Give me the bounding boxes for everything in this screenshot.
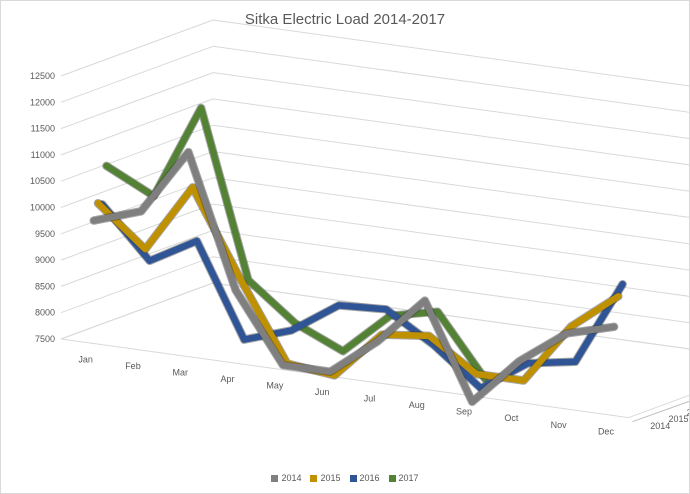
depth-tick-label: 2016	[687, 407, 689, 417]
side-gridline	[60, 98, 214, 156]
series-2017-line	[103, 104, 489, 382]
legend-label: 2016	[359, 473, 380, 483]
x-tick-label: Mar	[173, 367, 189, 377]
side-gridline	[60, 19, 214, 77]
y-tick-label: 8000	[35, 308, 55, 318]
chart-title: Sitka Electric Load 2014-2017	[244, 11, 446, 28]
x-tick-label: Aug	[409, 400, 425, 410]
y-tick-label: 10000	[30, 203, 55, 213]
y-tick-label: 7500	[35, 334, 55, 344]
side-gridline	[60, 151, 214, 208]
x-tick-label: Jul	[364, 394, 376, 404]
legend-swatch	[271, 474, 279, 482]
x-tick-label: Jan	[78, 354, 93, 364]
y-tick-label: 9500	[35, 229, 55, 239]
x-tick-label: Oct	[504, 413, 519, 423]
side-gridline	[60, 256, 214, 314]
y-tick-label: 12000	[30, 97, 55, 107]
legend-swatch	[388, 474, 396, 482]
series-2014-line	[90, 148, 618, 406]
legend-label: 2017	[398, 473, 419, 483]
chart-legend: 2014 2015 2016 2017	[1, 473, 689, 483]
back-gridline	[212, 256, 689, 324]
y-tick-label: 10500	[30, 176, 55, 186]
back-gridline	[212, 45, 689, 113]
back-gridline	[212, 124, 689, 192]
legend-item-2015: 2015	[310, 473, 341, 483]
x-tick-label: Nov	[551, 420, 568, 430]
chart-floor	[60, 282, 689, 419]
x-tick-label: May	[266, 380, 284, 390]
x-tick-label: Apr	[221, 374, 235, 384]
x-tick-label: Sep	[456, 407, 472, 417]
legend-swatch	[349, 474, 357, 482]
depth-tick-label: 2015	[668, 414, 688, 424]
y-tick-label: 8500	[35, 281, 55, 291]
back-gridline	[212, 229, 689, 297]
y-tick-label: 12500	[30, 71, 55, 81]
y-tick-label: 11500	[31, 124, 55, 134]
back-gridline	[212, 98, 689, 166]
legend-item-2014: 2014	[271, 473, 301, 483]
x-tick-label: Dec	[598, 426, 615, 436]
side-gridline	[60, 229, 214, 287]
side-gridline	[60, 72, 214, 130]
side-gridline	[60, 177, 214, 235]
side-gridline	[60, 45, 214, 103]
x-tick-label: Feb	[125, 361, 141, 371]
side-gridline	[60, 203, 214, 261]
back-gridline	[212, 203, 689, 271]
depth-axis	[632, 400, 689, 423]
legend-item-2017: 2017	[388, 473, 419, 483]
legend-label: 2015	[320, 473, 341, 483]
depth-tick-label: 2014	[650, 421, 670, 431]
back-gridline	[212, 19, 689, 87]
legend-swatch	[310, 474, 318, 482]
x-tick-label: Jun	[315, 387, 330, 397]
legend-label: 2014	[281, 473, 302, 483]
legend-item-2016: 2016	[349, 473, 380, 483]
back-gridline	[212, 177, 689, 245]
back-gridline	[212, 151, 689, 218]
y-tick-label: 9000	[35, 255, 55, 265]
back-gridline	[212, 72, 689, 140]
y-tick-label: 11000	[31, 150, 55, 160]
